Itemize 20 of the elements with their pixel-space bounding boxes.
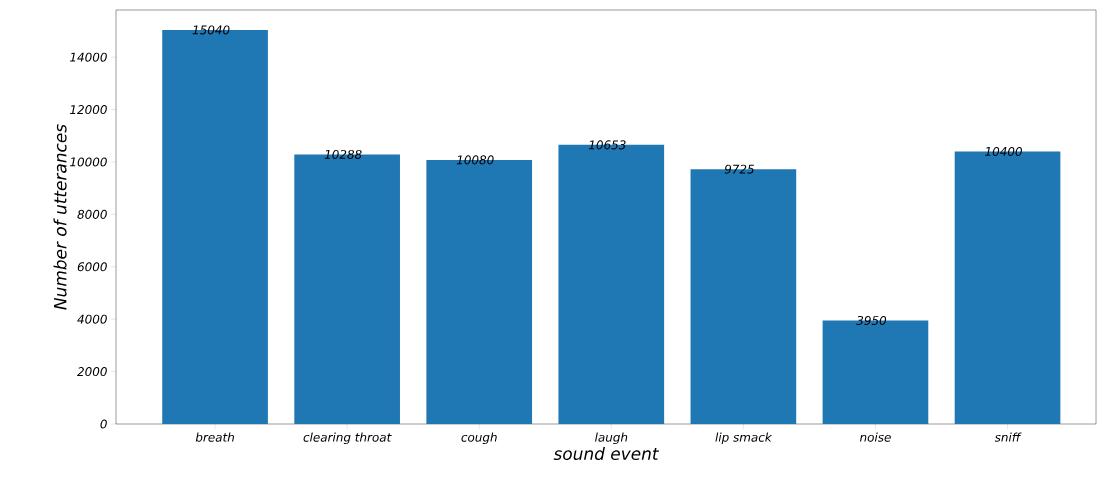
data-label: 10288 — [324, 149, 362, 159]
y-tick-label: 0 — [100, 419, 107, 429]
x-tick-label: laugh — [595, 432, 628, 445]
x-tick-label: noise — [859, 432, 891, 442]
y-tick-label: 10000 — [70, 157, 107, 167]
data-label: 10400 — [985, 146, 1022, 157]
data-label: 3950 — [856, 315, 887, 326]
y-tick-label: 14000 — [70, 52, 107, 62]
y-tick-label: 2000 — [77, 367, 107, 377]
y-tick-label: 4000 — [77, 314, 107, 324]
x-tick-label: clearing throat — [303, 432, 392, 445]
y-tick-label: 6000 — [77, 262, 107, 272]
x-tick-label: lip smack — [715, 432, 773, 445]
y-tick-label: 8000 — [77, 209, 107, 219]
x-tick-label: sniff — [994, 432, 1022, 442]
x-tick-label: cough — [461, 432, 497, 445]
x-tick-label: breath — [195, 432, 234, 442]
y-axis-title: Number of utterances — [53, 124, 67, 310]
y-tick-label: 12000 — [70, 105, 107, 115]
x-axis-title: sound event — [553, 446, 660, 461]
